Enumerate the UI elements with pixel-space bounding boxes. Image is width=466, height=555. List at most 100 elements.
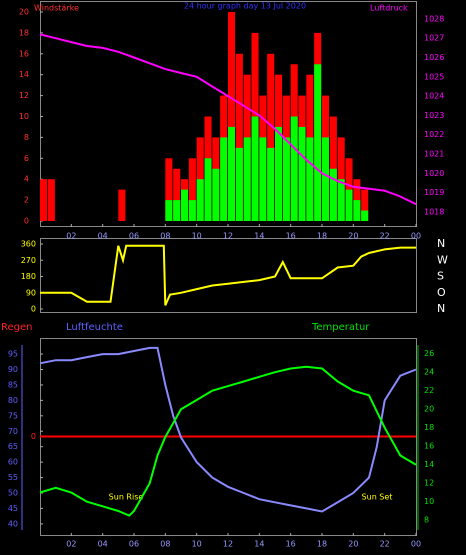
y2-tick-label: N bbox=[437, 302, 445, 315]
bar bbox=[361, 189, 369, 221]
bar bbox=[282, 137, 290, 221]
y2-tick-label: N bbox=[437, 237, 445, 250]
y2-tick-label: 1024 bbox=[424, 92, 444, 101]
y2-tick-label: W bbox=[437, 253, 448, 266]
bar bbox=[220, 137, 228, 221]
bar bbox=[235, 147, 243, 221]
bar bbox=[290, 116, 298, 221]
y2-tick-label: 8 bbox=[424, 516, 429, 525]
x-tick-label: 10 bbox=[192, 232, 202, 241]
y-tick-label: 80 bbox=[8, 396, 18, 405]
y2-tick-label: 1026 bbox=[424, 53, 444, 62]
bar bbox=[243, 137, 251, 221]
y2-tick-label: 1018 bbox=[424, 207, 444, 216]
wind-label: Windstärke bbox=[34, 4, 79, 13]
bar bbox=[267, 53, 275, 221]
x-tick-label: 04 bbox=[98, 232, 108, 241]
x-tick-label: 04 bbox=[98, 540, 108, 549]
bar bbox=[196, 179, 204, 221]
y-tick-label: 90 bbox=[8, 365, 18, 374]
x-tick-label: 02 bbox=[66, 540, 76, 549]
bar bbox=[235, 53, 243, 221]
y2-tick-label: O bbox=[437, 286, 446, 299]
y-tick-label: 40 bbox=[8, 519, 18, 528]
y2-tick-label: 26 bbox=[424, 349, 434, 358]
y-tick-label: 85 bbox=[8, 380, 18, 389]
bar bbox=[275, 126, 283, 221]
y-tick-label: 20 bbox=[19, 8, 29, 17]
x-tick-label: 10 bbox=[192, 540, 202, 549]
rain-tick-label: 0 bbox=[31, 432, 36, 441]
bar bbox=[228, 126, 236, 221]
y-tick-label: 270 bbox=[21, 256, 36, 265]
x-tick-label: 20 bbox=[348, 232, 358, 241]
y2-tick-label: 20 bbox=[424, 405, 434, 414]
x-tick-label: 14 bbox=[254, 540, 264, 549]
bar bbox=[251, 116, 259, 221]
x-tick-label: 06 bbox=[129, 540, 139, 549]
x-tick-label: 18 bbox=[317, 232, 327, 241]
y-tick-label: 65 bbox=[8, 442, 18, 451]
y2-tick-label: 18 bbox=[424, 423, 434, 432]
data-line bbox=[39, 33, 417, 206]
bar bbox=[40, 179, 48, 221]
y2-tick-label: 22 bbox=[424, 386, 434, 395]
y2-tick-label: 10 bbox=[424, 497, 434, 506]
y-tick-label: 18 bbox=[19, 28, 29, 37]
y-tick-label: 0 bbox=[31, 305, 36, 314]
y2-tick-label: 1025 bbox=[424, 72, 444, 81]
x-tick-label: 08 bbox=[160, 540, 170, 549]
y2-tick-label: 1028 bbox=[424, 14, 444, 23]
data-line bbox=[39, 365, 417, 517]
chart-title: 24 hour graph day 13 Jul 2020 bbox=[184, 2, 306, 11]
x-tick-label: 22 bbox=[380, 540, 390, 549]
x-tick-label: 22 bbox=[380, 232, 390, 241]
x-tick-label: 20 bbox=[348, 540, 358, 549]
bar bbox=[345, 189, 353, 221]
bar bbox=[181, 189, 189, 221]
y2-tick-label: 1027 bbox=[424, 34, 444, 43]
bar bbox=[314, 64, 322, 221]
x-tick-label: 14 bbox=[254, 232, 264, 241]
y-tick-label: 8 bbox=[24, 133, 29, 142]
x-tick-label: 12 bbox=[223, 232, 233, 241]
y-tick-label: 90 bbox=[26, 288, 36, 297]
y-tick-label: 12 bbox=[19, 91, 29, 100]
bar bbox=[353, 200, 361, 221]
bar bbox=[165, 200, 173, 221]
bar bbox=[228, 12, 236, 221]
data-line bbox=[39, 346, 417, 513]
y-tick-label: 0 bbox=[24, 217, 29, 226]
y2-tick-label: 1019 bbox=[424, 188, 444, 197]
y-tick-label: 360 bbox=[21, 240, 36, 249]
pressure-label: Luftdruck bbox=[370, 4, 408, 13]
bar bbox=[212, 168, 220, 221]
y-tick-label: 10 bbox=[19, 112, 29, 121]
bar bbox=[204, 158, 212, 221]
x-tick-label: 06 bbox=[129, 232, 139, 241]
y-tick-label: 6 bbox=[24, 154, 29, 163]
y2-tick-label: 1021 bbox=[424, 150, 444, 159]
y-tick-label: 16 bbox=[19, 49, 29, 58]
y-tick-label: 70 bbox=[8, 427, 18, 436]
bar bbox=[173, 200, 181, 221]
y2-tick-label: 16 bbox=[424, 442, 434, 451]
y-tick-label: 2 bbox=[24, 196, 29, 205]
y2-tick-label: 14 bbox=[424, 460, 434, 469]
bar bbox=[188, 158, 196, 221]
bar bbox=[188, 200, 196, 221]
y2-tick-label: 24 bbox=[424, 368, 434, 377]
annotation: Sun Set bbox=[362, 493, 393, 502]
bar bbox=[329, 168, 337, 221]
x-tick-label: 00 bbox=[411, 540, 421, 549]
bar bbox=[173, 168, 181, 221]
bar bbox=[361, 210, 369, 221]
y-tick-label: 60 bbox=[8, 458, 18, 467]
humidity-label: Luftfeuchte bbox=[66, 322, 123, 333]
bar bbox=[47, 179, 55, 221]
x-tick-label: 16 bbox=[286, 232, 296, 241]
bar bbox=[298, 126, 306, 221]
x-tick-label: 02 bbox=[66, 232, 76, 241]
bar bbox=[337, 179, 345, 221]
